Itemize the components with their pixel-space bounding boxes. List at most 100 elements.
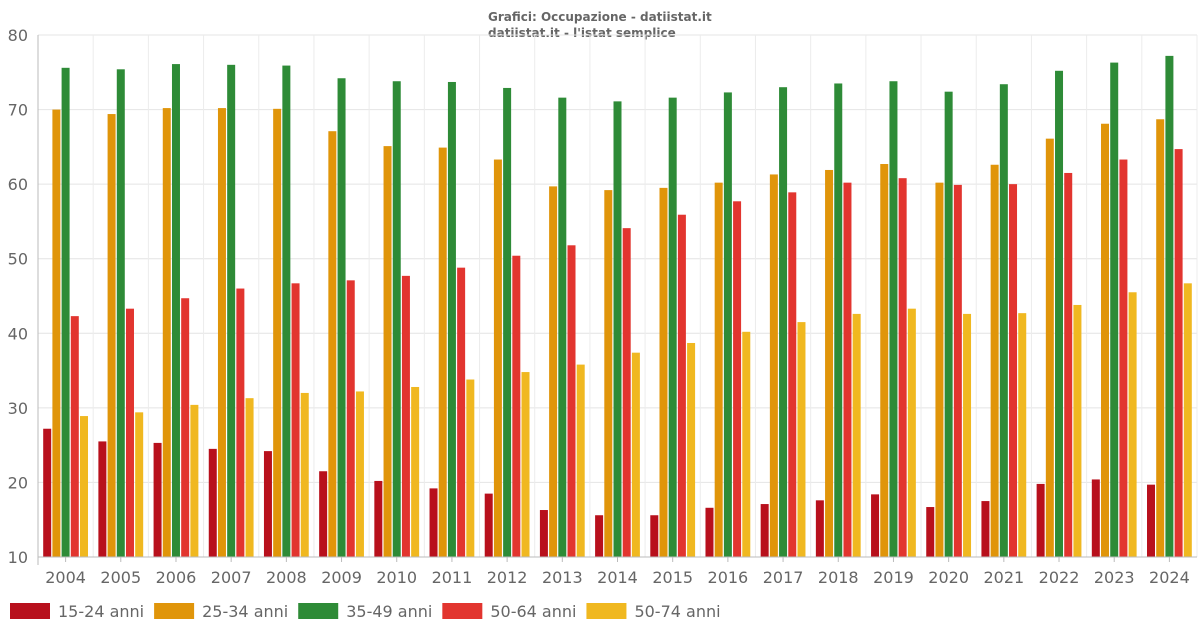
x-tick-label: 2015	[652, 568, 693, 587]
bar	[346, 280, 355, 557]
legend: 15-24 anni 25-34 anni 35-49 anni 50-64 anni…	[10, 602, 721, 621]
bar	[1101, 123, 1110, 558]
bar	[539, 510, 548, 557]
bar	[659, 187, 668, 557]
bar	[236, 288, 245, 557]
bar	[567, 245, 576, 557]
bar	[392, 81, 401, 557]
bar	[328, 131, 337, 557]
legend-label: 50-74 anni	[634, 602, 720, 621]
x-tick-label: 2023	[1094, 568, 1135, 587]
bar	[429, 488, 438, 557]
x-tick-label: 2024	[1149, 568, 1190, 587]
bar	[889, 81, 898, 557]
x-tick-label: 2006	[156, 568, 197, 587]
bar	[825, 169, 834, 557]
x-tick-label: 2016	[708, 568, 749, 587]
bar	[999, 84, 1008, 558]
bar	[779, 87, 788, 557]
bar	[190, 404, 199, 557]
bar	[576, 364, 585, 557]
bar	[438, 147, 447, 558]
bar	[171, 64, 180, 557]
bar	[43, 428, 52, 557]
bar	[217, 108, 226, 557]
bar	[1018, 313, 1027, 557]
bar	[1045, 138, 1054, 557]
bar	[981, 501, 990, 557]
legend-swatch	[298, 603, 339, 619]
bar	[622, 228, 631, 557]
bar	[714, 182, 723, 557]
bar	[227, 64, 236, 557]
bar	[907, 308, 916, 557]
legend-label: 50-64 anni	[490, 602, 576, 621]
bar	[604, 190, 613, 557]
bar	[788, 192, 797, 558]
bar	[135, 412, 144, 557]
legend-swatch	[442, 603, 483, 619]
bar	[245, 398, 254, 557]
bar	[337, 78, 346, 557]
bar	[760, 504, 769, 557]
bar	[852, 313, 861, 557]
bar	[107, 114, 116, 557]
bar	[162, 108, 171, 557]
bar	[383, 146, 392, 557]
bar	[871, 494, 880, 557]
bar	[990, 164, 999, 558]
bar	[631, 352, 640, 557]
bar	[52, 109, 61, 558]
x-tick-label: 2008	[266, 568, 307, 587]
bar	[935, 182, 944, 557]
bar	[116, 69, 125, 557]
bar	[687, 342, 696, 557]
bar	[521, 372, 530, 557]
bar	[1110, 62, 1119, 557]
bar	[61, 67, 70, 557]
legend-swatch	[154, 603, 195, 619]
legend-label: 15-24 anni	[58, 602, 144, 621]
bar	[880, 164, 889, 557]
bar	[797, 322, 806, 557]
bar	[98, 441, 107, 557]
bar	[319, 471, 328, 557]
bar	[963, 313, 972, 557]
bar	[1119, 159, 1128, 557]
x-tick-label: 2019	[873, 568, 914, 587]
y-tick-label: 10	[8, 548, 28, 567]
bar	[549, 186, 558, 557]
chart-title: Grafici: Occupazione - datiistat.it	[488, 10, 712, 24]
bar	[79, 416, 88, 557]
y-tick-label: 30	[8, 399, 28, 418]
bar	[282, 65, 291, 558]
x-tick-label: 2020	[928, 568, 969, 587]
bar	[595, 515, 604, 557]
x-tick-label: 2012	[487, 568, 528, 587]
chart-subtitle: datiistat.it - l'istat semplice	[488, 26, 676, 40]
x-tick-label: 2017	[763, 568, 804, 587]
bar	[355, 391, 364, 557]
y-tick-label: 60	[8, 175, 28, 194]
legend-label: 35-49 anni	[346, 602, 432, 621]
x-tick-label: 2010	[376, 568, 417, 587]
bar	[466, 379, 475, 557]
bar	[263, 451, 272, 557]
bar	[503, 87, 512, 558]
bar	[677, 214, 686, 557]
bar	[1091, 479, 1100, 557]
bar	[926, 507, 935, 557]
bar	[493, 159, 502, 557]
legend-swatch	[10, 603, 50, 619]
bar	[70, 316, 79, 557]
bar	[1009, 184, 1018, 557]
x-tick-label: 2014	[597, 568, 638, 587]
axes: 10 20 30 40 50 60 70 80 2004 2005 2006 2007 2008 2009…	[8, 26, 1197, 587]
bar	[742, 331, 751, 557]
bar	[208, 448, 217, 557]
bar	[898, 178, 907, 558]
x-tick-label: 2022	[1039, 568, 1080, 587]
bar	[1128, 292, 1137, 557]
bar	[374, 480, 383, 557]
